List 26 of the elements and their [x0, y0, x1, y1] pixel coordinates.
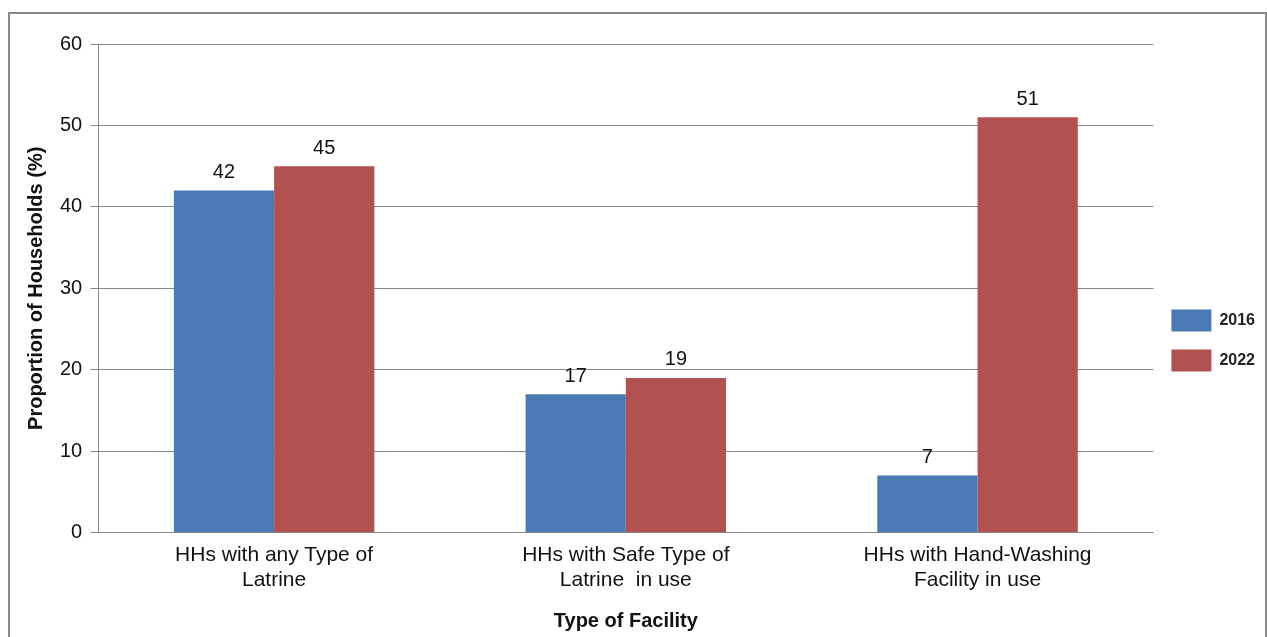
y-tick-label: 50	[60, 112, 83, 135]
data-label: 7	[921, 445, 933, 468]
bar	[274, 166, 375, 533]
x-tick-label: HHs with Safe Type of Latrine in use	[522, 542, 730, 591]
y-tick-label: 10	[60, 438, 83, 461]
y-tick-label: 60	[60, 31, 83, 54]
y-tick-label: 0	[71, 520, 83, 543]
data-label: 19	[664, 347, 688, 370]
y-tick-label: 40	[60, 194, 83, 217]
y-tick-label: 30	[60, 275, 83, 298]
bar	[525, 394, 626, 533]
bar	[977, 117, 1078, 533]
y-axis-title: Proportion of Households (%)	[23, 146, 46, 430]
data-label: 42	[212, 160, 236, 183]
bar	[877, 475, 978, 533]
x-tick-label: HHs with Hand-Washing Facility in use	[863, 542, 1092, 591]
legend-label: 2016	[1219, 310, 1256, 328]
bar	[173, 190, 275, 533]
data-label: 45	[313, 135, 336, 158]
x-tick-label: HHs with any Type of Latrine	[175, 542, 374, 591]
bar	[625, 377, 727, 533]
data-label: 17	[564, 363, 587, 386]
x-axis-title: Type of Facility	[553, 608, 699, 631]
data-label: 51	[1016, 86, 1039, 109]
legend-label: 2022	[1219, 350, 1256, 368]
y-tick-label: 20	[60, 357, 83, 380]
